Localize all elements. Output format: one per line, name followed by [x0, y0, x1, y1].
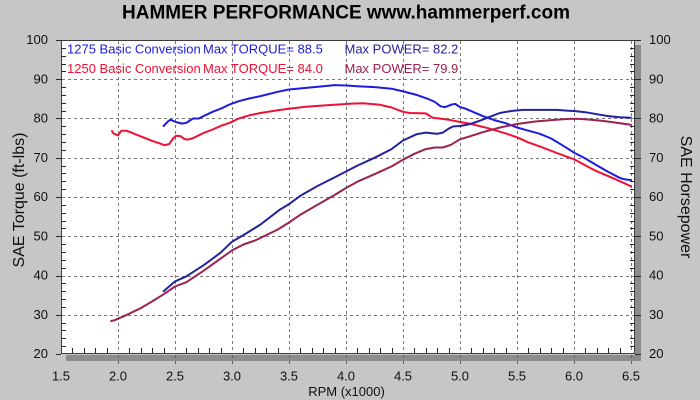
svg-text:Max TORQUE= 88.5: Max TORQUE= 88.5	[203, 42, 323, 57]
svg-text:2.0: 2.0	[109, 369, 127, 384]
svg-text:HAMMER PERFORMANCE www.hammerp: HAMMER PERFORMANCE www.hammerperf.com	[122, 3, 570, 24]
svg-text:5.0: 5.0	[451, 369, 469, 384]
svg-text:50: 50	[34, 228, 48, 243]
svg-text:80: 80	[34, 111, 48, 126]
svg-text:90: 90	[34, 72, 48, 87]
svg-text:Max POWER= 82.2: Max POWER= 82.2	[345, 42, 459, 57]
svg-text:SAE Torque (ft-lbs): SAE Torque (ft-lbs)	[11, 133, 28, 268]
svg-text:SAE Horsepower: SAE Horsepower	[677, 136, 694, 259]
svg-text:40: 40	[34, 268, 48, 283]
svg-text:60: 60	[34, 189, 48, 204]
svg-text:50: 50	[649, 228, 663, 243]
svg-text:4.0: 4.0	[337, 369, 355, 384]
svg-text:3.5: 3.5	[280, 369, 298, 384]
svg-text:3.0: 3.0	[223, 369, 241, 384]
svg-text:60: 60	[649, 189, 663, 204]
svg-text:6.5: 6.5	[622, 369, 640, 384]
svg-text:30: 30	[34, 307, 48, 322]
svg-text:Max POWER= 79.9: Max POWER= 79.9	[345, 61, 459, 76]
svg-text:70: 70	[34, 150, 48, 165]
svg-text:1.5: 1.5	[52, 369, 70, 384]
svg-text:2.5: 2.5	[166, 369, 184, 384]
svg-text:20: 20	[649, 346, 663, 361]
svg-text:20: 20	[34, 346, 48, 361]
svg-text:5.5: 5.5	[508, 369, 526, 384]
svg-text:90: 90	[649, 72, 663, 87]
svg-text:6.0: 6.0	[565, 369, 583, 384]
svg-text:100: 100	[649, 32, 671, 47]
svg-text:4.5: 4.5	[394, 369, 412, 384]
svg-text:30: 30	[649, 307, 663, 322]
svg-text:40: 40	[649, 268, 663, 283]
svg-text:1275 Basic Conversion: 1275 Basic Conversion	[67, 42, 201, 57]
svg-text:RPM (x1000): RPM (x1000)	[308, 384, 385, 399]
svg-text:70: 70	[649, 150, 663, 165]
svg-text:80: 80	[649, 111, 663, 126]
svg-text:Max TORQUE= 84.0: Max TORQUE= 84.0	[203, 61, 323, 76]
svg-text:100: 100	[26, 32, 48, 47]
svg-text:1250 Basic Conversion: 1250 Basic Conversion	[67, 61, 201, 76]
